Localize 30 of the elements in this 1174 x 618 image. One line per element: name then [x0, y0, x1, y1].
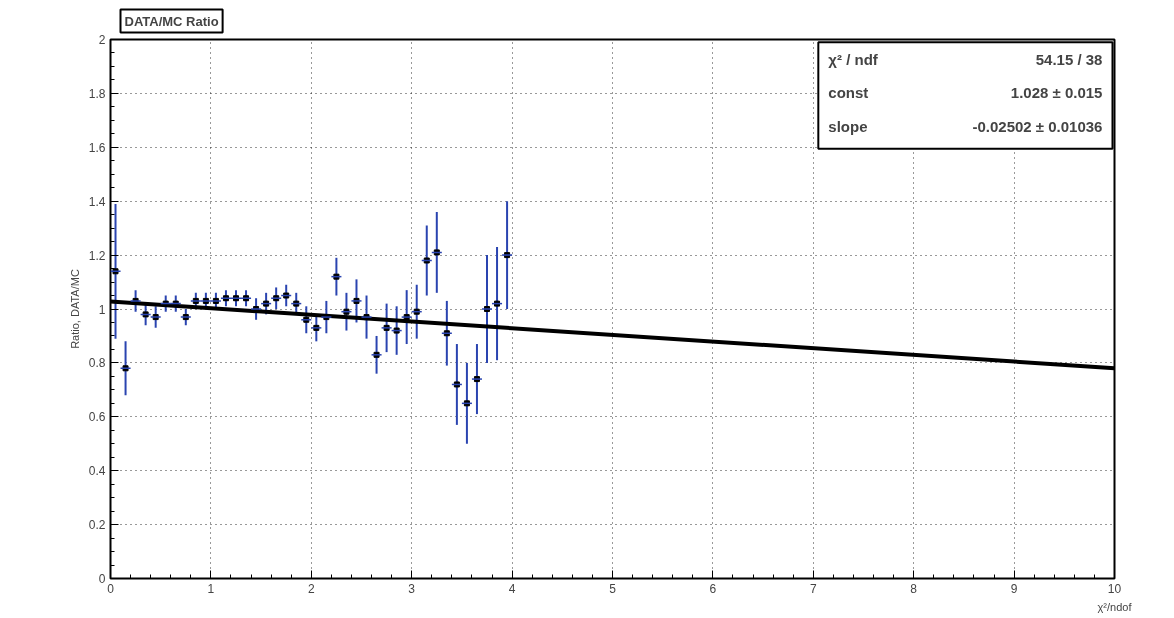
annotation: 1.028 ± 0.015: [1010, 84, 1103, 102]
y-tick-label: 1.2: [88, 248, 106, 263]
y-tick-label: 1: [98, 302, 106, 317]
x-tick-label: 4: [508, 581, 516, 596]
x-tick-label: 9: [1010, 581, 1018, 596]
annotation: -0.02502 ± 0.01036: [972, 117, 1103, 135]
y-tick-label: 0.4: [88, 464, 106, 479]
x-tick-label: 7: [809, 581, 817, 596]
x-axis-title: χ²/ndof: [1097, 600, 1133, 613]
x-tick-label: 6: [709, 581, 717, 596]
x-tick-label: 1: [207, 581, 215, 596]
x-tick-label: 10: [1107, 581, 1122, 596]
y-tick-label: 0: [98, 572, 106, 586]
y-tick-label: 1.6: [88, 140, 106, 155]
y-tick-label: 1.4: [88, 194, 106, 209]
x-tick-label: 3: [408, 581, 416, 596]
annotation: χ² / ndf: [828, 50, 879, 68]
x-tick-label: 2: [307, 581, 315, 596]
y-tick-label: 0.6: [88, 410, 106, 425]
annotation: 54.15 / 38: [1035, 50, 1103, 68]
annotation: const: [828, 84, 869, 102]
annotation: slope: [828, 117, 868, 135]
y-axis-title: Ratio, DATA/MC: [68, 269, 81, 349]
y-tick-label: 0.8: [88, 356, 106, 371]
x-tick-label: 5: [609, 581, 617, 596]
chart-title: DATA/MC Ratio: [124, 13, 219, 29]
x-tick-label: 8: [910, 581, 918, 596]
y-tick-label: 1.8: [88, 86, 106, 101]
y-tick-label: 0.2: [88, 518, 106, 533]
y-tick-label: 2: [98, 33, 106, 47]
